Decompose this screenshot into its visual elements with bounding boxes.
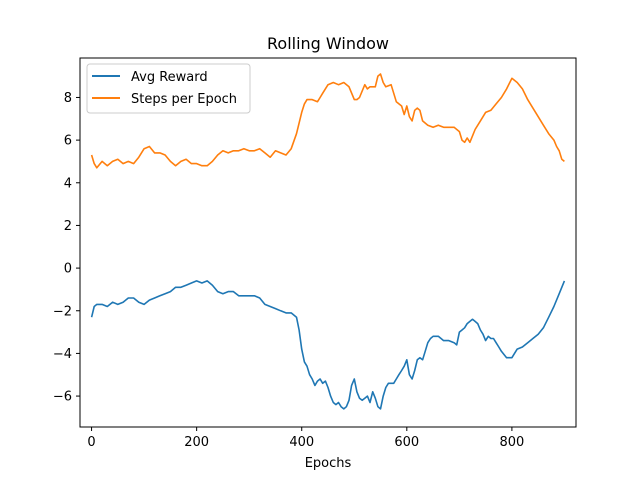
y-tick-label: 2 — [64, 219, 72, 234]
y-tick-label: 8 — [64, 91, 72, 106]
x-tick-label: 0 — [87, 435, 95, 450]
chart-title: Rolling Window — [267, 34, 389, 53]
x-axis-ticks: 0 200 400 600 800 — [87, 427, 524, 450]
x-tick-label: 600 — [394, 435, 419, 450]
x-tick-label: 800 — [499, 435, 524, 450]
series-line-avg-reward — [90, 280, 566, 410]
plot-frame — [79, 57, 577, 428]
y-tick-label: 4 — [64, 176, 72, 191]
y-axis-ticks: −6 −4 −2 0 2 4 6 8 — [53, 91, 80, 405]
y-tick-label: 0 — [64, 262, 72, 277]
y-tick-label: −2 — [53, 304, 72, 319]
legend-label-avg-reward: Avg Reward — [131, 70, 208, 85]
y-tick-label: −4 — [53, 347, 72, 362]
legend-label-steps-per-epoch: Steps per Epoch — [131, 92, 237, 107]
series-line-steps-per-epoch — [90, 73, 565, 169]
x-axis-label: Epochs — [305, 456, 352, 471]
x-tick-label: 200 — [184, 435, 209, 450]
y-tick-label: −6 — [53, 390, 72, 405]
x-tick-label: 400 — [289, 435, 314, 450]
legend-box — [86, 63, 251, 114]
y-tick-label: 6 — [64, 134, 72, 149]
legend: Avg Reward Steps per Epoch — [86, 63, 251, 114]
series-layer — [90, 73, 566, 410]
